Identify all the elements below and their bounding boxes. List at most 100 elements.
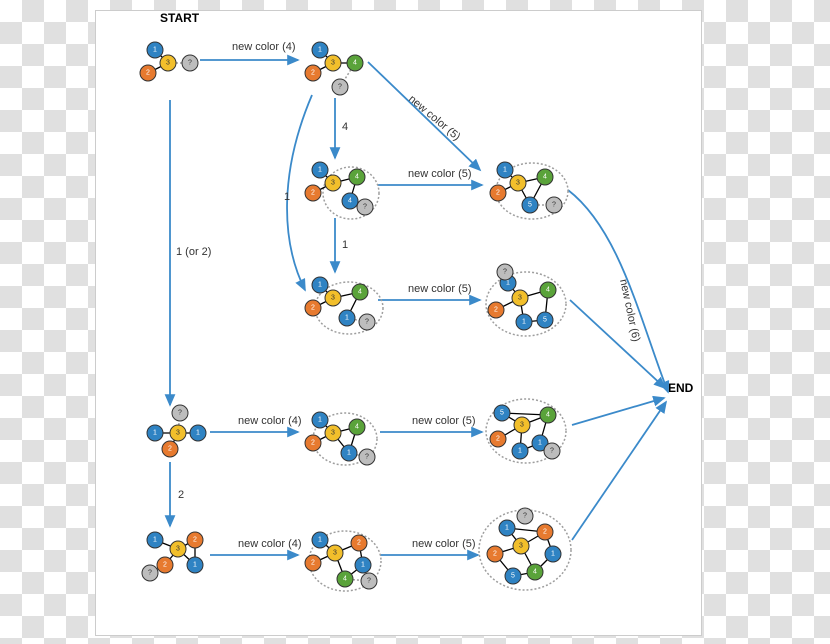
graph-node-label: 4 [546,287,550,294]
graph-tile: 1 2 3 4 4? [305,162,379,219]
graph-node-label: 1 [505,525,509,532]
graph-node-label: ? [188,60,192,67]
graph-node-label: 3 [331,430,335,437]
graph-node-label: ? [338,84,342,91]
flow-arrow-label: 1 [342,239,348,251]
graph-node-label: 3 [176,430,180,437]
graph-node-label: 2 [168,446,172,453]
graph-node-label: 4 [355,174,359,181]
graph-tile: 1 2 3? [140,42,198,81]
graph-tile: 1 2 3 4? [305,42,363,95]
graph-node-label: ? [363,204,367,211]
graph-node-label: 4 [348,198,352,205]
graph-node-label: ? [550,448,554,455]
graph-node-label: 3 [331,180,335,187]
graph-node-label: 1 [193,562,197,569]
graph-node-label: ? [148,570,152,577]
graph-node-label: 1 [522,319,526,326]
flow-arrow-label: new color (5) [412,538,476,550]
graph-node-label: ? [367,578,371,585]
graph-node-label: 2 [193,537,197,544]
graph-node-label: 2 [543,529,547,536]
graph-tile: 123451? [486,264,566,336]
graph-node-label: 2 [494,307,498,314]
graph-node-label: 1 [153,537,157,544]
graph-tile: 1 2 3 4 1? [305,277,383,334]
graph-tile: 1 2 3 4 1? [305,412,377,465]
graph-node-label: 1 [518,448,522,455]
graph-node-label: ? [365,319,369,326]
graph-tile: 1 2 3 4 5? [490,162,568,219]
graph-node-label: ? [178,410,182,417]
flow-arrow-label: new color (5) [406,93,462,143]
graph-node-label: ? [503,269,507,276]
flow-arrow-label: new color (4) [238,538,302,550]
graph-node-label: 1 [538,440,542,447]
flow-arrow-label: new color (4) [238,415,302,427]
graph-tile: 1 2 3 2 1? [142,532,203,581]
graph-node-label: 4 [355,424,359,431]
graph-node-label: 4 [343,576,347,583]
graph-node-label: 1 [551,551,555,558]
graph-node-label: 1 [503,167,507,174]
graph-node-label: 4 [358,289,362,296]
graph-node-label: 3 [520,422,524,429]
graph-node-label: 2 [496,190,500,197]
graph-node-label: 2 [311,70,315,77]
graph-node-label: 1 [345,315,349,322]
graph-node-label: 1 [318,417,322,424]
graph-node-label: 1 [318,282,322,289]
flow-arrow [572,402,666,540]
graph-node-label: 2 [493,551,497,558]
flow-arrow-label: 4 [342,121,348,133]
graph-node-label: 3 [519,543,523,550]
graph-node-label: 3 [516,180,520,187]
graph-node-label: 1 [361,562,365,569]
flow-arrow-label: 1 (or 2) [176,246,211,258]
graph-node-label: 4 [546,412,550,419]
end-label: END [668,381,694,395]
graph-node-label: 4 [533,569,537,576]
graph-node-label: 3 [331,295,335,302]
flow-arrow-label: new color (5) [408,168,472,180]
start-label: START [160,11,200,25]
graph-node-label: 2 [311,560,315,567]
arrow-layer: new color (4) new color (5) 4 new color (5)… [170,41,668,555]
graph-node-label: 1 [318,537,322,544]
graph-node-label: 2 [311,440,315,447]
graph-node-label: 2 [311,305,315,312]
graph-node-label: 1 [318,167,322,174]
graph-node-label: 5 [528,202,532,209]
graph-node-label: 2 [146,70,150,77]
graph-node-label: 2 [357,540,361,547]
graph-tile: 1231? [147,405,206,457]
flow-arrow-label: 2 [178,489,184,501]
diagram-svg: START END new color (4)new color (5)4new… [0,0,830,644]
graph-node-label: 3 [518,295,522,302]
flow-arrow [572,398,664,425]
graph-node-label: 2 [163,562,167,569]
graph-node-label: 4 [543,174,547,181]
graph-node-label: ? [552,202,556,209]
graph-node-label: 1 [196,430,200,437]
graph-node-label: 4 [353,60,357,67]
graph-node-label: 1 [318,47,322,54]
graph-node-label: 1 [153,47,157,54]
flow-arrow-label: new color (5) [408,283,472,295]
graph-tile: 1 2 3 2 1 4? [305,531,381,591]
flow-arrow-label: 1 [284,191,290,203]
graph-node-label: 2 [496,436,500,443]
graph-node-label: 3 [331,60,335,67]
graph-tile: 523411? [486,399,566,463]
graph-node-label: 1 [506,280,510,287]
graph-node-label: 3 [333,550,337,557]
graph-node-label: 2 [311,190,315,197]
graph-node-label: 3 [166,60,170,67]
graph-node-label: 3 [176,546,180,553]
flow-arrow-label: new color (4) [232,41,296,53]
graph-tile: 1232145? [479,508,571,590]
graph-node-label: 1 [347,450,351,457]
graph-node-label: ? [365,454,369,461]
flow-arrow [568,190,668,392]
graph-node-label: 5 [511,573,515,580]
